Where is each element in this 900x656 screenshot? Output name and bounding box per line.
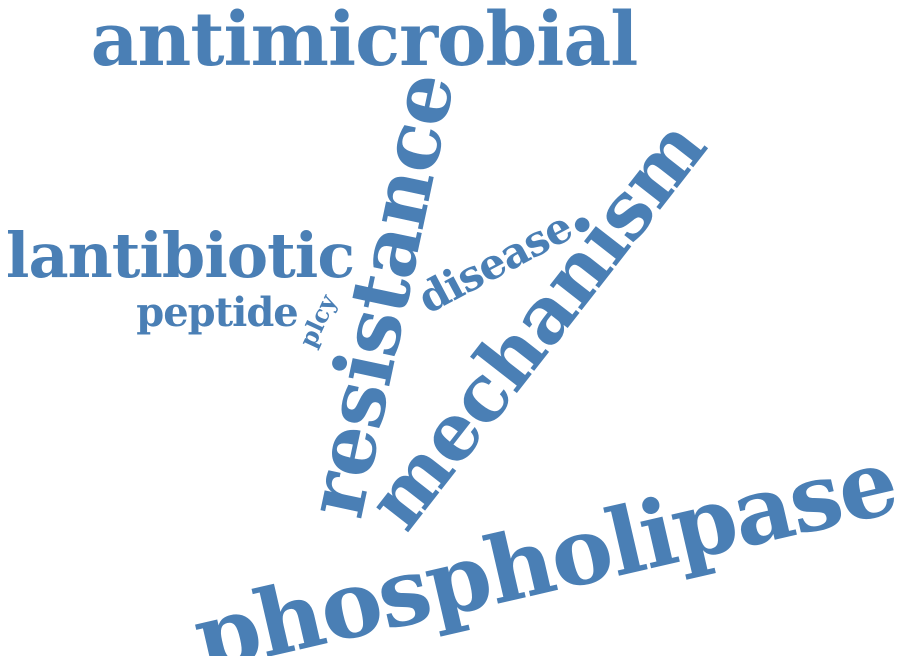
word-lantibiotic: lantibiotic (5, 219, 355, 292)
word-antimicrobial: antimicrobial (90, 0, 639, 83)
word-phospholipase: phospholipase (184, 426, 900, 656)
word-peptide: peptide (136, 289, 298, 336)
